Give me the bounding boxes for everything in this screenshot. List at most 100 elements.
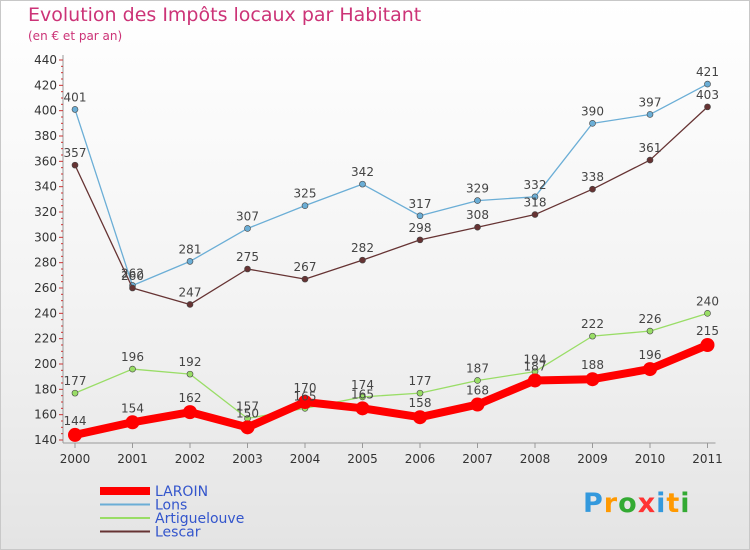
data-label-lons: 332 (524, 178, 547, 192)
data-label-laroin: 188 (581, 358, 604, 372)
data-label-artiguelouve: 222 (581, 317, 604, 331)
data-point-laroin (355, 401, 370, 416)
data-point-lons (589, 120, 596, 127)
legend-label-lescar: Lescar (155, 525, 201, 541)
x-tick-label: 2011 (692, 452, 723, 466)
series-line-lons (74, 83, 709, 287)
data-label-lescar: 308 (466, 208, 489, 222)
legend-label-artiguelouve: Artiguelouve (155, 511, 244, 527)
data-point-laroin (183, 405, 197, 420)
x-tick-label: 2010 (635, 452, 666, 466)
x-tick-label: 2002 (175, 452, 206, 466)
data-label-laroin: 158 (409, 396, 432, 410)
data-label-lons: 329 (466, 182, 489, 196)
data-label-lons: 421 (696, 65, 719, 79)
data-point-lescar (416, 236, 424, 244)
y-tick-label: 180 (34, 382, 57, 396)
data-point-laroin (643, 362, 657, 377)
data-point-lons (704, 80, 711, 88)
data-label-artiguelouve: 194 (524, 353, 547, 367)
data-label-laroin: 215 (696, 324, 719, 338)
data-point-lescar (646, 156, 654, 164)
data-point-lescar (129, 284, 136, 292)
x-tick-label: 2000 (60, 452, 91, 466)
data-label-artiguelouve: 187 (466, 361, 489, 375)
data-label-lescar: 338 (581, 170, 604, 184)
data-label-laroin: 170 (294, 381, 317, 395)
data-point-artiguelouve (474, 377, 481, 384)
series-line-artiguelouve (74, 312, 709, 420)
data-label-lons: 317 (409, 197, 432, 211)
data-label-lons: 342 (351, 165, 374, 179)
data-label-artiguelouve: 192 (179, 355, 202, 369)
data-point-laroin (700, 338, 715, 352)
data-point-lons (244, 225, 251, 232)
data-label-lescar: 260 (121, 269, 144, 283)
chart-title: Evolution des Impôts locaux par Habitant (28, 4, 422, 26)
data-point-lescar (186, 301, 194, 308)
logo-letter: t (666, 488, 681, 519)
y-tick-label: 320 (34, 205, 57, 219)
data-point-laroin (240, 420, 255, 435)
data-label-laroin: 187 (524, 359, 547, 373)
x-tick-label: 2007 (462, 452, 493, 466)
logo-letter: o (618, 488, 638, 519)
data-label-lons: 281 (179, 242, 202, 256)
data-point-laroin (298, 395, 312, 409)
data-label-artiguelouve: 157 (236, 399, 259, 413)
proxiti-logo: Proxiti (583, 488, 691, 519)
logo-letter: x (637, 488, 657, 519)
data-label-lons: 325 (294, 187, 317, 201)
logo-letter: r (603, 488, 619, 519)
data-label-lescar: 275 (236, 250, 259, 264)
data-label-laroin: 162 (179, 391, 202, 405)
data-point-artiguelouve (589, 332, 596, 340)
x-tick-label: 2006 (405, 452, 436, 466)
data-label-artiguelouve: 196 (121, 350, 144, 364)
data-label-laroin: 196 (639, 348, 662, 362)
data-label-artiguelouve: 165 (294, 389, 317, 403)
data-point-lescar (531, 211, 539, 218)
data-point-artiguelouve (186, 370, 194, 378)
y-tick-label: 260 (34, 281, 57, 295)
data-label-lons: 307 (236, 209, 259, 223)
data-label-lescar: 318 (524, 196, 547, 210)
data-point-lescar (71, 161, 79, 169)
data-point-artiguelouve (129, 365, 136, 373)
data-point-lescar (704, 103, 711, 111)
data-label-lescar: 403 (696, 88, 719, 102)
logo-letter: P (583, 488, 604, 519)
x-tick-label: 2003 (232, 452, 263, 466)
data-point-lons (646, 111, 654, 118)
data-point-lons (359, 180, 366, 188)
y-tick-label: 140 (34, 433, 57, 447)
series-line-laroin (71, 341, 712, 439)
data-label-lescar: 361 (639, 141, 662, 155)
data-point-laroin (585, 372, 600, 387)
x-tick-label: 2004 (290, 452, 321, 466)
data-point-lescar (359, 256, 366, 264)
series-line-lescar (74, 106, 709, 306)
data-point-lescar (589, 185, 596, 193)
logo-letter: i (680, 488, 691, 519)
data-label-lescar: 247 (179, 285, 202, 299)
data-point-lescar (244, 265, 251, 273)
data-point-laroin (68, 427, 82, 442)
data-label-lons: 262 (121, 266, 144, 280)
data-point-lons (416, 212, 424, 220)
x-tick-label: 2005 (347, 452, 378, 466)
data-label-lescar: 267 (294, 260, 317, 274)
data-label-artiguelouve: 226 (639, 312, 662, 326)
data-point-lons (474, 197, 481, 204)
data-point-artiguelouve (704, 310, 711, 317)
y-tick-label: 400 (34, 104, 57, 118)
data-label-lescar: 357 (64, 146, 87, 160)
data-label-lons: 397 (639, 95, 662, 109)
y-tick-label: 420 (34, 78, 57, 92)
data-point-laroin (470, 397, 485, 412)
data-point-lons (531, 193, 539, 201)
y-tick-label: 200 (34, 357, 57, 371)
y-tick-label: 280 (34, 256, 57, 270)
